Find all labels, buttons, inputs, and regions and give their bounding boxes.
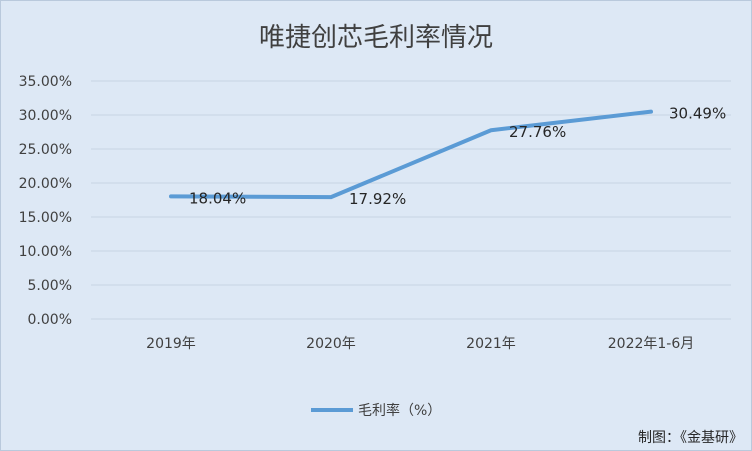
y-tick-label: 15.00% — [19, 210, 72, 226]
y-axis-tick-labels: 0.00% 5.00% 10.00% 15.00% 20.00% 25.00% 30.00%… — [19, 74, 72, 328]
chart-title: 唯捷创芯毛利率情况 — [259, 23, 493, 53]
y-tick-label: 0.00% — [28, 312, 72, 328]
y-tick-label: 20.00% — [19, 176, 72, 192]
x-axis-tick-labels: 2019年 2020年 2021年 2022年1-6月 — [146, 336, 694, 352]
x-tick-label: 2020年 — [306, 336, 356, 352]
data-label: 30.49% — [669, 105, 726, 123]
data-label: 18.04% — [189, 189, 246, 207]
data-labels: 18.04% 17.92% 27.76% 30.49% — [189, 105, 726, 208]
data-label: 27.76% — [509, 123, 566, 141]
gridlines — [91, 80, 731, 320]
data-label: 17.92% — [349, 190, 406, 208]
y-tick-label: 25.00% — [19, 142, 72, 158]
x-tick-label: 2019年 — [146, 336, 196, 352]
legend: 毛利率（%） — [311, 402, 441, 419]
y-tick-label: 30.00% — [19, 108, 72, 124]
y-tick-label: 10.00% — [19, 244, 72, 260]
y-tick-label: 35.00% — [19, 74, 72, 90]
series-layer — [169, 109, 653, 200]
source-note: 制图：《金基研》 — [638, 429, 743, 446]
x-tick-label: 2021年 — [466, 336, 516, 352]
y-tick-label: 5.00% — [28, 278, 72, 294]
series-line — [169, 109, 653, 200]
x-tick-label: 2022年1-6月 — [608, 336, 695, 352]
legend-label: 毛利率（%） — [358, 402, 441, 419]
